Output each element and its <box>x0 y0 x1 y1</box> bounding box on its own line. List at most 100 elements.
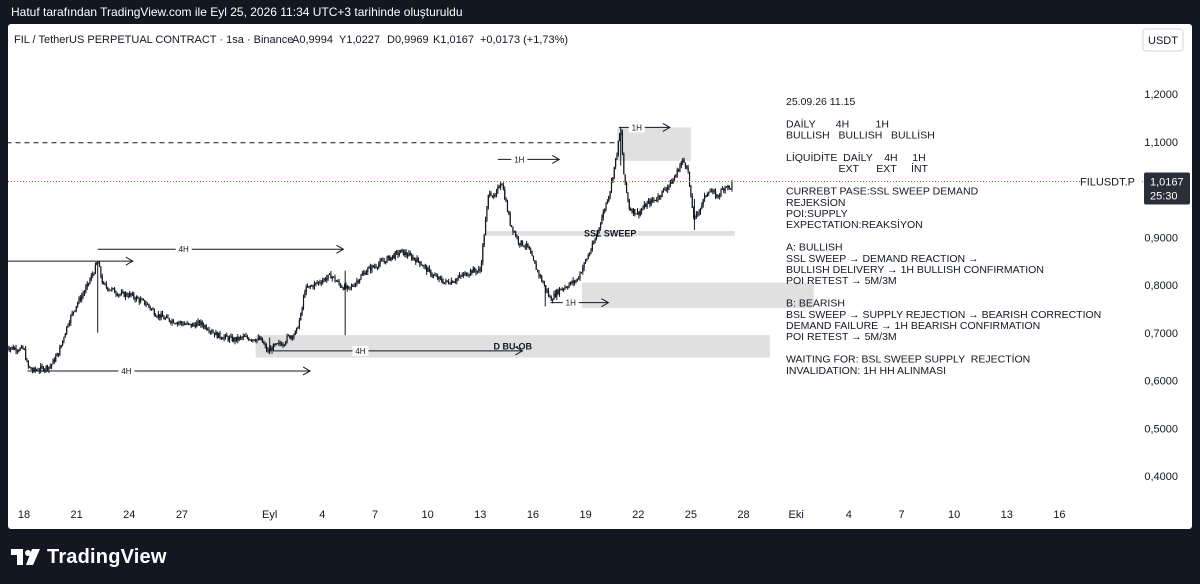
candle-body <box>584 260 587 263</box>
candle-body <box>602 211 604 218</box>
chart-panel[interactable]: 1,2000 1,1000 0,9000 0,8000 0,7000 0,6000 0,50… <box>8 24 1192 529</box>
candle-body <box>498 186 500 188</box>
candle-body <box>363 272 365 275</box>
candle-body <box>353 286 355 288</box>
zone-box[interactable] <box>485 231 735 236</box>
candle-body <box>252 339 254 341</box>
candle-body <box>703 195 706 200</box>
candle-body <box>23 349 25 351</box>
price-chart[interactable]: 1,2000 1,1000 0,9000 0,8000 0,7000 0,6000 0,50… <box>8 24 1192 529</box>
candle-body <box>387 255 389 258</box>
candle-body <box>189 323 191 325</box>
candle-body <box>673 177 676 181</box>
candle-body <box>534 260 536 264</box>
x-axis-tick-label: 16 <box>1053 509 1065 521</box>
candle-body <box>312 285 314 288</box>
candle-body <box>61 340 64 346</box>
screenshot-caption-bar: Hatuf tarafından TradingView.com ile Eyl… <box>0 0 1200 24</box>
candle-body <box>90 275 92 280</box>
candle-body <box>175 323 177 325</box>
candle-body <box>443 282 446 284</box>
candle-body <box>219 332 221 338</box>
candle-body <box>323 278 325 281</box>
y-axis-tick-label: 0,5000 <box>1144 423 1178 435</box>
candle-body <box>719 195 721 197</box>
candle-body <box>420 264 422 266</box>
candle-body <box>259 337 261 340</box>
candle-body <box>356 280 358 284</box>
x-axis-tick-label: Eki <box>789 509 804 521</box>
candle-body <box>30 367 32 370</box>
candle-body <box>122 291 124 293</box>
current-price-value: 1,0167 <box>1150 177 1184 189</box>
candle-body <box>691 196 693 208</box>
candle-body <box>512 226 514 232</box>
candle-body <box>272 344 274 351</box>
candle-body <box>257 337 259 340</box>
currency-button[interactable]: USDT <box>1142 28 1184 52</box>
candle-body <box>183 324 186 326</box>
candle-body <box>509 214 511 226</box>
candle-body <box>536 269 539 271</box>
candle-body <box>510 225 513 227</box>
candle-body <box>304 292 306 298</box>
candle-body <box>307 286 309 288</box>
candle-body <box>201 321 203 326</box>
candle-body <box>405 251 407 256</box>
candle-body <box>89 279 91 284</box>
candle-body <box>213 332 216 336</box>
candle-body <box>53 359 55 362</box>
candle-body <box>70 315 72 323</box>
zone-box[interactable] <box>255 335 770 358</box>
candle-body <box>383 261 385 263</box>
candle-body <box>322 280 324 284</box>
candle-body <box>352 285 354 287</box>
candle-body <box>216 332 218 338</box>
candle-body <box>260 337 262 340</box>
y-axis-tick-label: 0,6000 <box>1144 376 1178 388</box>
candle-body <box>597 230 599 236</box>
arrow-head <box>302 366 312 376</box>
candle-body <box>29 366 31 368</box>
candle-body <box>372 265 374 268</box>
candle-body <box>138 298 140 303</box>
candle-body <box>33 368 35 372</box>
candle-body <box>599 224 602 228</box>
candle-body <box>578 278 580 280</box>
candle-body <box>270 348 272 352</box>
candle-body <box>119 294 121 296</box>
candle-body <box>701 204 703 209</box>
candle-body <box>610 181 613 192</box>
zone-box[interactable] <box>582 282 814 308</box>
candle-body <box>212 332 214 334</box>
candle-body <box>486 207 488 220</box>
candle-body <box>104 283 106 285</box>
candle-body <box>665 189 667 191</box>
candle-body <box>86 283 88 288</box>
candle-body <box>176 322 179 324</box>
candle-body <box>448 281 450 284</box>
candle-body <box>519 243 521 245</box>
zone-box[interactable] <box>617 127 691 161</box>
candle-body <box>44 369 46 371</box>
candle-body <box>197 320 199 323</box>
candle-body <box>565 287 567 289</box>
candle-body <box>456 278 458 282</box>
candle-body <box>291 335 294 338</box>
candle-body <box>375 266 377 268</box>
candle-body <box>647 200 650 203</box>
x-axis-tick-label: 24 <box>123 509 135 521</box>
candle-body <box>624 174 626 183</box>
candle-body <box>682 159 684 163</box>
candle-body <box>667 187 669 190</box>
candle-body <box>609 191 611 197</box>
candle-body <box>182 323 184 325</box>
candle-body <box>207 329 209 331</box>
candle-body <box>142 299 144 301</box>
candle-body <box>720 189 722 196</box>
candle-body <box>339 283 342 287</box>
annotation-line: POI RETEST → 5M/3M <box>786 331 897 343</box>
candle-body <box>395 251 398 253</box>
candle-body <box>164 317 166 320</box>
candle-body <box>256 339 258 342</box>
